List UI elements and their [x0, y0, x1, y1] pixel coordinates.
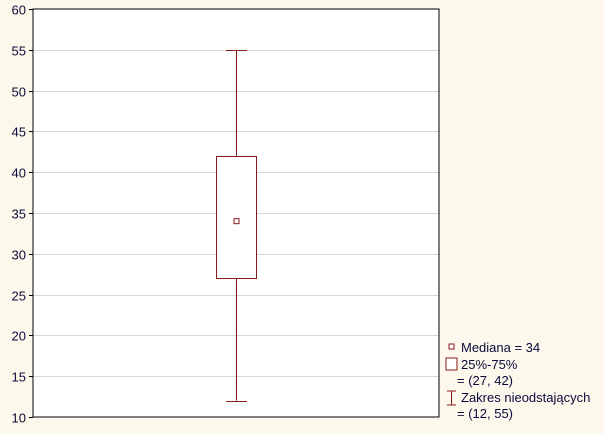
y-tick-label: 15 — [12, 370, 26, 385]
y-tick-label: 55 — [12, 44, 26, 59]
legend-median: Mediana = 34 — [461, 340, 540, 355]
y-tick-label: 30 — [12, 248, 26, 263]
y-tick-label: 20 — [12, 329, 26, 344]
y-tick-label: 25 — [12, 289, 26, 304]
y-tick-label: 50 — [12, 85, 26, 100]
iqr-box — [216, 156, 257, 279]
legend-median-marker — [448, 343, 455, 350]
legend-whisker-values: = (12, 55) — [457, 406, 513, 421]
y-tick-label: 45 — [12, 125, 26, 140]
legend-whisker-marker — [447, 390, 456, 406]
y-tick-label: 10 — [12, 411, 26, 426]
y-tick-label: 40 — [12, 166, 26, 181]
y-tick-label: 60 — [12, 3, 26, 18]
legend-box-marker — [445, 357, 458, 371]
y-tick-label: 35 — [12, 207, 26, 222]
legend-box: 25%-75% — [461, 357, 518, 372]
legend: Mediana = 34 25%-75% = (27, 42) Zakres n… — [445, 340, 590, 421]
median-marker — [233, 218, 240, 225]
plot-frame — [32, 8, 440, 418]
legend-whisker: Zakres nieodstających — [461, 390, 590, 405]
legend-box-values: = (27, 42) — [457, 373, 513, 388]
